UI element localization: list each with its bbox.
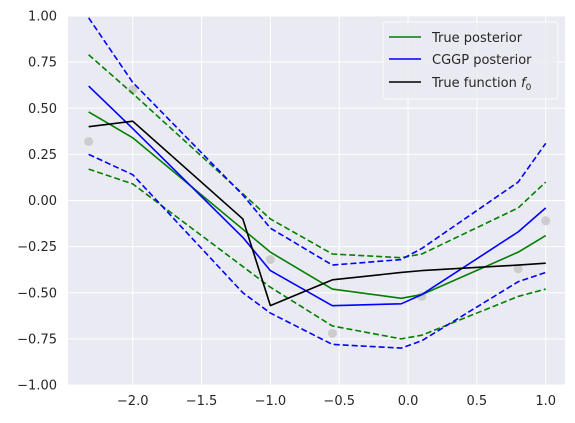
x-tick-label: −0.5 <box>323 394 355 409</box>
y-tick-label: 1.00 <box>28 10 57 25</box>
observation-point <box>541 216 551 226</box>
series-band-4 <box>87 17 547 266</box>
grid <box>68 15 565 386</box>
legend-label-true-posterior: True posterior <box>431 31 523 46</box>
series-line-6 <box>88 120 546 307</box>
legend-box <box>382 21 559 100</box>
observation-point <box>84 136 94 146</box>
y-tick-label: 0.25 <box>28 148 57 163</box>
observation-point <box>513 264 523 274</box>
legend-label-true-function: True function f0 <box>431 76 532 93</box>
y-tick-label: −0.50 <box>17 286 57 301</box>
legend: True posterior CGGP posterior True funct… <box>382 21 559 100</box>
series-band-5 <box>88 153 546 349</box>
y-tick-label: −0.75 <box>17 332 57 347</box>
legend-label-true-function-sub: 0 <box>526 83 532 93</box>
series-lines <box>87 17 547 349</box>
legend-label-true-function-main: True function <box>431 76 521 91</box>
series-line-3 <box>88 85 547 307</box>
series-band-1 <box>88 54 547 259</box>
x-axis-ticks: −2.0 −1.5 −1.0 −0.5 0.0 0.5 1.0 <box>117 394 556 409</box>
y-tick-label: −0.25 <box>17 240 57 255</box>
legend-label-cggp-posterior: CGGP posterior <box>432 53 532 68</box>
series-line-0 <box>88 111 547 300</box>
y-axis-ticks: −1.00 −0.75 −0.50 −0.25 0.00 0.25 0.50 0.75 1.00 <box>17 10 57 394</box>
y-tick-label: 0.00 <box>28 194 57 209</box>
x-tick-label: 1.0 <box>535 394 556 409</box>
x-tick-label: 0.0 <box>398 394 419 409</box>
observation-point <box>327 328 337 338</box>
series-band-2 <box>88 168 546 340</box>
x-tick-label: −1.0 <box>255 394 287 409</box>
x-tick-label: −2.0 <box>117 394 149 409</box>
y-tick-label: −1.00 <box>17 379 57 394</box>
y-tick-label: 0.50 <box>28 102 57 117</box>
y-tick-label: 0.75 <box>28 56 57 71</box>
legend-label-true-function-var: f <box>521 76 528 91</box>
observation-point <box>265 255 275 265</box>
x-tick-label: −1.5 <box>186 394 218 409</box>
x-tick-label: 0.5 <box>467 394 488 409</box>
